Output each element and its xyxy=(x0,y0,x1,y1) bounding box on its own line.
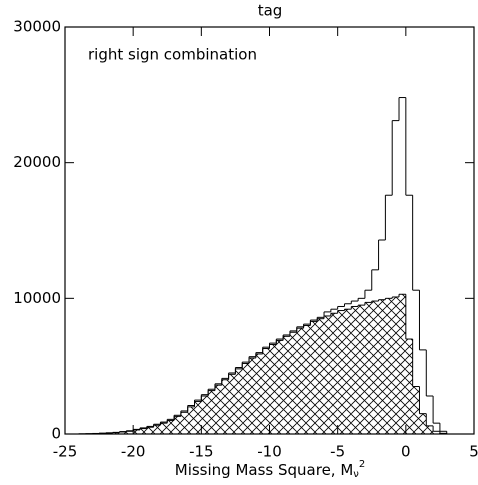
hatched-bar xyxy=(399,294,406,434)
y-tick-label: 0 xyxy=(51,425,61,443)
hatched-bar xyxy=(201,396,209,434)
x-tick-label: -10 xyxy=(257,443,282,461)
x-tick-label: -20 xyxy=(121,443,146,461)
hatched-bar xyxy=(214,385,222,434)
hatched-bar xyxy=(133,429,140,434)
chart-title: tag xyxy=(258,2,283,20)
hatched-bar xyxy=(426,425,434,434)
annotation: right sign combination xyxy=(88,46,257,64)
y-tick-label: 20000 xyxy=(13,153,61,171)
hatched-bar xyxy=(249,358,256,434)
hatched-bar xyxy=(112,432,120,434)
hatched-bar xyxy=(324,315,331,434)
hatched-bar xyxy=(296,328,304,434)
hatched-bar xyxy=(167,420,175,434)
hatched-bar xyxy=(419,413,427,434)
hatched-bar xyxy=(392,296,400,434)
hatched-bar xyxy=(262,348,270,434)
x-tick-label: 0 xyxy=(401,443,411,461)
hatched-bar xyxy=(228,374,236,434)
hatched-bar xyxy=(303,325,311,434)
hatched-bar xyxy=(146,427,154,434)
x-tick-label: 5 xyxy=(469,443,478,461)
hatched-bar xyxy=(221,379,229,434)
y-tick-label: 10000 xyxy=(13,289,61,307)
hatched-bar xyxy=(208,390,215,434)
hatched-bar xyxy=(317,318,325,434)
hatched-bar xyxy=(344,309,352,434)
hatched-bar xyxy=(371,301,379,434)
hatched-bar xyxy=(378,299,386,434)
hatched-bar xyxy=(187,406,195,434)
hatched-bar xyxy=(433,431,440,434)
hatched-bar xyxy=(119,431,127,434)
x-tick-label: -15 xyxy=(189,443,214,461)
hatched-bar xyxy=(153,425,161,434)
hatched-bar xyxy=(269,344,277,434)
hatched-bar xyxy=(235,368,243,434)
hatched-bar xyxy=(412,386,420,434)
hatched-bar xyxy=(174,416,181,434)
hatched-bar xyxy=(139,428,147,434)
hatched-bar xyxy=(126,431,134,434)
hatched-bar xyxy=(358,305,365,434)
hatched-bar xyxy=(364,302,372,434)
x-tick-label: -25 xyxy=(53,443,78,461)
hatched-bar xyxy=(255,353,263,434)
hatched-bar xyxy=(310,321,318,434)
y-tick-label: 30000 xyxy=(13,18,61,36)
x-axis-label: Missing Mass Square, Mν2 xyxy=(175,459,366,480)
hatched-bar xyxy=(160,423,168,434)
x-tick-label: -5 xyxy=(330,443,345,461)
hatched-bar xyxy=(385,298,393,434)
hatched-bar xyxy=(405,339,413,434)
hatched-bar xyxy=(330,313,338,434)
hatched-bar xyxy=(337,310,345,434)
hatched-bar xyxy=(283,336,290,434)
hatched-bar xyxy=(276,340,284,434)
hatched-bar xyxy=(194,401,202,434)
hatched-bar xyxy=(289,332,297,434)
hatched-bar xyxy=(180,412,188,434)
hatched-bar xyxy=(242,363,250,434)
hatched-bar xyxy=(351,306,359,434)
